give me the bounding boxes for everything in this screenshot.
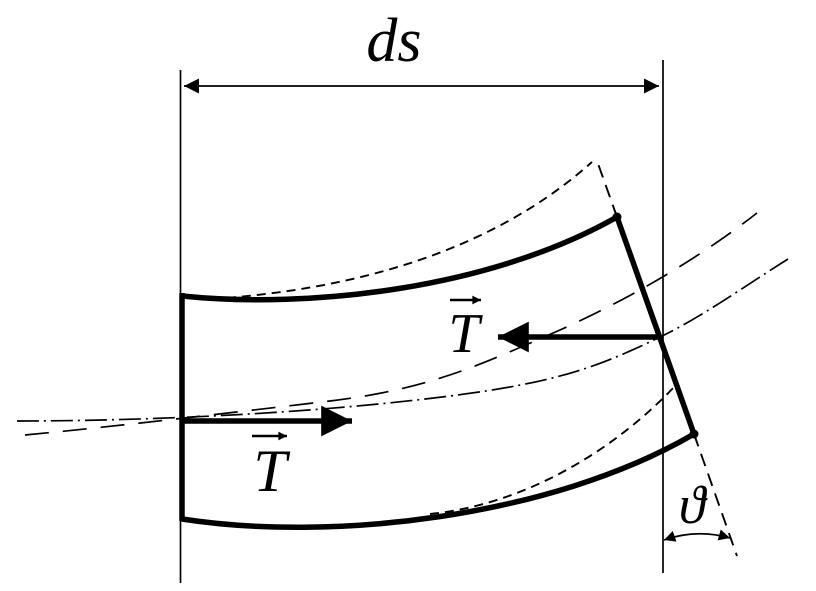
top-right-corner-dot: [612, 212, 622, 222]
element-bottom-edge: [181, 431, 696, 530]
tension-label-left: T: [253, 438, 290, 504]
ds-dimension-label: ds: [366, 7, 421, 75]
element-right-edge: [614, 216, 697, 435]
element-outline: [179, 212, 699, 530]
bottom-right-corner-dot: [689, 429, 699, 439]
lower-boundary-continuation-dashed-curve: [429, 384, 677, 515]
auxiliary-longdash-curve: [24, 212, 758, 436]
centerline-dashdot-curve: [16, 258, 789, 422]
angle-label: ϑ: [679, 475, 708, 535]
angle-arc-arrow: [663, 529, 731, 542]
tension-vector-left: T: [182, 405, 352, 504]
angle-annotation: ϑ: [663, 475, 731, 542]
tension-vector-right: T: [448, 295, 660, 365]
element-top-edge: [181, 214, 619, 303]
tension-label-right: T: [448, 303, 483, 365]
upper-boundary-continuation-dashed-curve: [211, 161, 593, 300]
right-section-extension-dashed-top: [595, 157, 618, 218]
